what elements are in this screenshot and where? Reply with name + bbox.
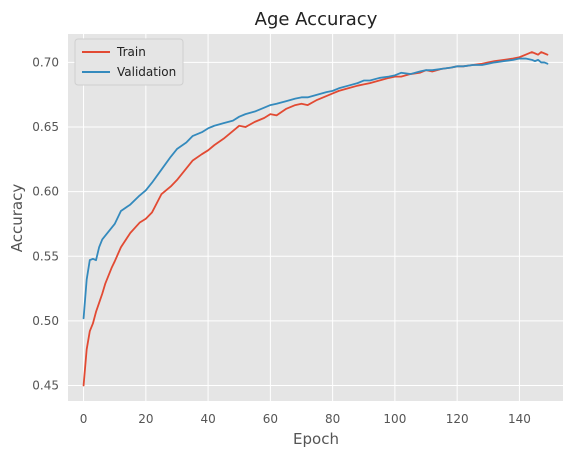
legend-validation-label: Validation [117, 65, 176, 79]
legend-train-label: Train [116, 45, 146, 59]
tick-layer: 0 20 40 60 80 100 120 140 0.45 0.50 0.55 0.60 0.65 0.… [32, 55, 531, 426]
x-tick-label: 140 [508, 412, 531, 426]
plot-background [68, 34, 563, 401]
x-tick-label: 100 [383, 412, 406, 426]
chart-title: Age Accuracy [255, 9, 378, 30]
x-tick-label: 0 [80, 412, 88, 426]
x-tick-label: 120 [446, 412, 469, 426]
grid-layer [68, 34, 563, 401]
x-tick-label: 40 [200, 412, 215, 426]
x-tick-label: 60 [263, 412, 278, 426]
validation-series-line [82, 57, 549, 320]
legend: Train Validation [74, 38, 184, 86]
train-series-line [82, 51, 549, 387]
y-tick-label: 0.65 [32, 120, 59, 134]
y-tick-label: 0.55 [32, 249, 59, 263]
legend-box [74, 38, 184, 86]
y-tick-label: 0.45 [32, 378, 59, 392]
series-layer [82, 51, 549, 387]
x-axis-label: Epoch [293, 430, 339, 448]
y-tick-label: 0.70 [32, 55, 59, 69]
y-tick-label: 0.50 [32, 314, 59, 328]
y-axis-label: Accuracy [8, 184, 26, 253]
x-tick-label: 80 [325, 412, 340, 426]
y-tick-label: 0.60 [32, 185, 59, 199]
x-tick-label: 20 [138, 412, 153, 426]
